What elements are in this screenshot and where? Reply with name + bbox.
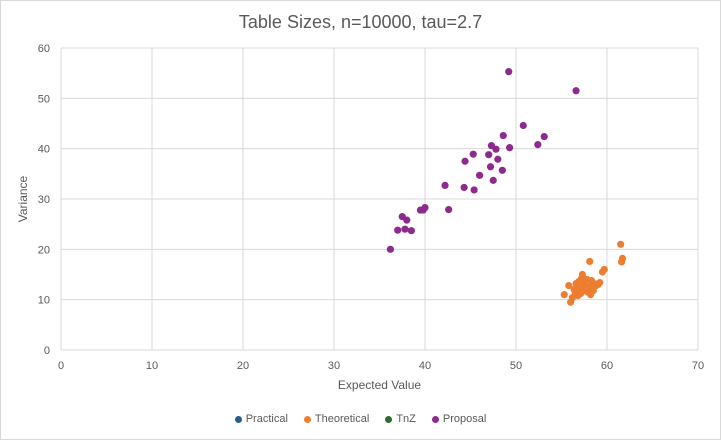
x-tick-label: 10 [146,360,158,372]
legend-label: TnZ [396,413,416,425]
data-point-proposal [494,155,502,163]
legend-item-theoretical: Theoretical [303,413,370,425]
legend-marker [431,415,439,423]
data-point-theoretical [586,257,594,266]
legend-label: Proposal [442,413,487,425]
legend-item-tnz: TnZ [385,413,416,425]
x-tick-label: 60 [601,360,613,372]
x-tick-label: 70 [692,360,704,372]
legend-item-proposal: Proposal [431,413,487,425]
y-tick-label: 40 [38,144,50,156]
data-point-proposal [506,144,514,152]
data-point-theoretical [617,240,625,248]
data-point-proposal [486,163,495,171]
data-point-proposal [445,205,453,214]
legend-marker [234,415,242,423]
x-tick-label: 0 [58,360,64,372]
data-point-theoretical [568,294,577,302]
legend-label: Theoretical [314,413,370,425]
y-tick-label: 50 [38,93,50,105]
x-tick-label: 40 [419,360,431,372]
data-point-proposal [505,68,513,76]
gridlines [60,47,699,351]
data-points [386,68,627,306]
x-axis-title: Expected Value [338,378,421,392]
data-point-proposal [469,150,477,158]
data-point-theoretical [560,291,568,299]
data-point-proposal [476,171,484,179]
x-tick-label: 20 [237,360,249,372]
data-point-proposal [394,226,402,234]
legend-item-practical: Practical [234,413,288,425]
y-axis-title: Variance [16,175,30,222]
data-point-proposal [386,245,395,253]
legend-marker [303,415,311,423]
data-point-proposal [441,181,449,190]
x-tick-label: 30 [328,360,340,372]
y-tick-label: 20 [38,244,50,256]
data-point-proposal [421,203,429,212]
legend-marker [385,415,393,423]
data-point-theoretical [618,254,627,262]
data-point-proposal [519,121,527,130]
data-point-proposal [407,227,415,235]
data-point-proposal [460,183,468,192]
legend: Practical Theoretical TnZ Proposal [0,413,721,425]
y-tick-label: 10 [38,295,50,307]
data-point-theoretical [600,265,608,274]
data-point-proposal [403,216,411,224]
y-tick-label: 30 [38,194,50,206]
y-tick-label: 60 [38,43,50,55]
chart-title: Table Sizes, n=10000, tau=2.7 [238,12,483,32]
data-point-theoretical [596,278,604,287]
data-point-proposal [498,166,506,174]
legend-label: Practical [245,413,288,425]
data-point-proposal [401,225,409,233]
data-point-proposal [492,145,500,153]
data-point-proposal [499,131,507,140]
data-point-proposal [485,151,493,159]
data-point-proposal [470,186,478,194]
x-tick-label: 50 [510,360,522,372]
data-point-proposal [540,132,548,141]
tick-labels: 0 10 20 30 40 50 60 0 10 20 30 40 50 60 70 [38,43,704,372]
data-point-theoretical [578,270,587,279]
data-point-theoretical [565,281,573,290]
data-point-proposal [534,141,542,149]
data-point-proposal [461,157,469,165]
data-point-proposal [489,176,497,184]
y-tick-label: 0 [44,345,50,357]
data-point-proposal [572,87,580,95]
